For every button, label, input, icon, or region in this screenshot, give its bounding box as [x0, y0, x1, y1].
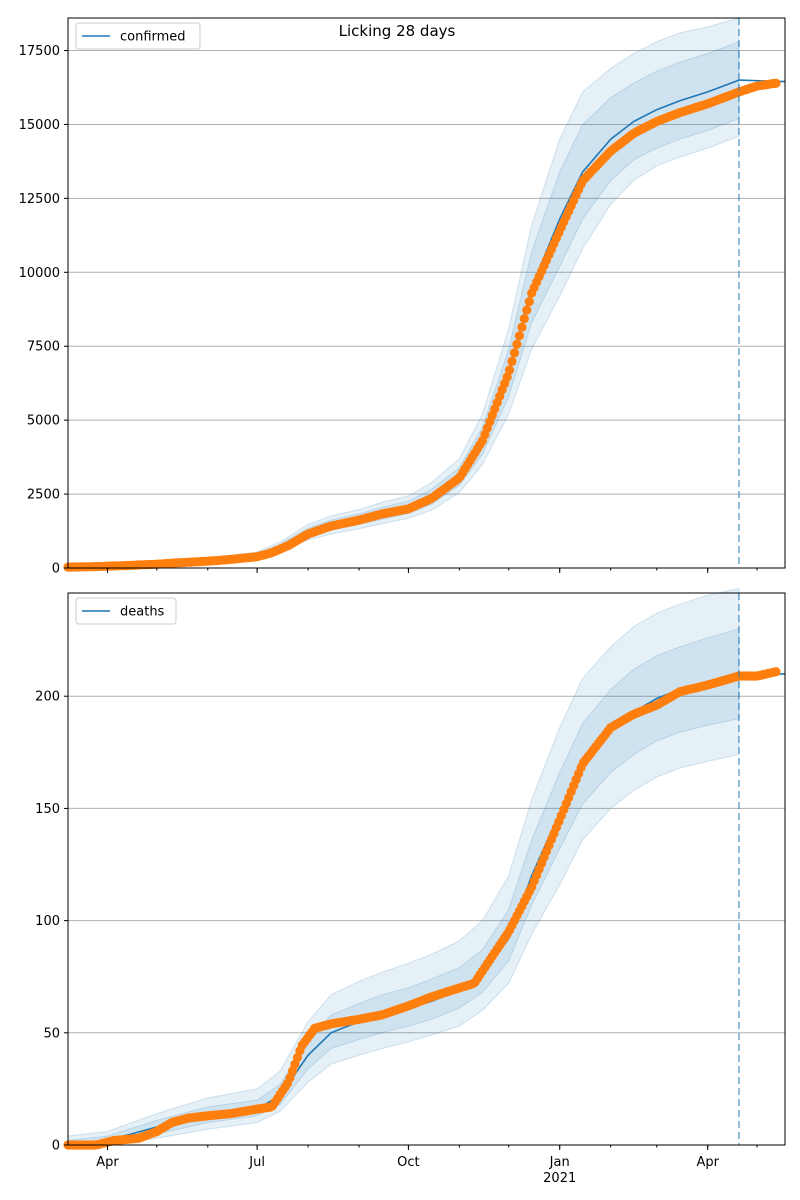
uncertainty-band	[67, 587, 740, 1146]
observed-point	[517, 322, 527, 332]
legend: confirmed	[75, 22, 201, 50]
y-tick-label: 0	[52, 1139, 60, 1154]
legend: deaths	[75, 597, 177, 625]
y-tick-label: 150	[35, 802, 60, 817]
deaths-panel: 0 50 100 150 200 Apr Jul Oct Jan Apr 2021 deaths	[35, 587, 786, 1186]
legend-box	[75, 597, 177, 625]
y-tick-label: 5000	[27, 414, 60, 429]
y-tick-label: 2500	[27, 488, 60, 503]
observed-point	[512, 339, 522, 349]
x-year-label: 2021	[543, 1171, 576, 1186]
observed-point	[771, 78, 781, 88]
axes-frame	[67, 17, 786, 569]
y-tick-label: 7500	[27, 340, 60, 355]
observed-point	[522, 305, 532, 315]
x-tick-label: Apr	[96, 1155, 119, 1170]
x-tick-label: Jan	[549, 1155, 570, 1170]
observed-point	[524, 297, 534, 307]
observed-point	[514, 331, 525, 341]
y-tick-label: 200	[35, 690, 60, 705]
observed-point	[502, 372, 512, 382]
y-tick-label: 17500	[19, 44, 60, 59]
confirmed-panel: 0 2500 5000 7500 10000 12500 15000 17500 confirm…	[19, 17, 786, 577]
observed-point	[771, 667, 781, 677]
legend-label: confirmed	[120, 30, 186, 45]
uncertainty-band	[67, 17, 740, 569]
legend-label: deaths	[120, 605, 165, 620]
x-tick-label: Apr	[696, 1155, 719, 1170]
observed-point	[519, 314, 529, 324]
y-tick-label: 50	[43, 1026, 60, 1041]
x-tick-label: Oct	[397, 1155, 419, 1170]
y-tick-label: 100	[35, 914, 60, 929]
y-tick-label: 10000	[19, 266, 60, 281]
observed-point	[509, 348, 520, 358]
legend-box	[75, 22, 201, 50]
x-tick-label: Jul	[248, 1155, 265, 1170]
observed-point	[507, 356, 517, 366]
observed-point	[504, 365, 515, 375]
y-tick-label: 15000	[19, 118, 60, 133]
y-tick-label: 12500	[19, 192, 60, 207]
figure-title: Licking 28 days	[339, 22, 456, 40]
y-tick-label: 0	[52, 562, 60, 577]
axes-frame	[67, 592, 786, 1146]
